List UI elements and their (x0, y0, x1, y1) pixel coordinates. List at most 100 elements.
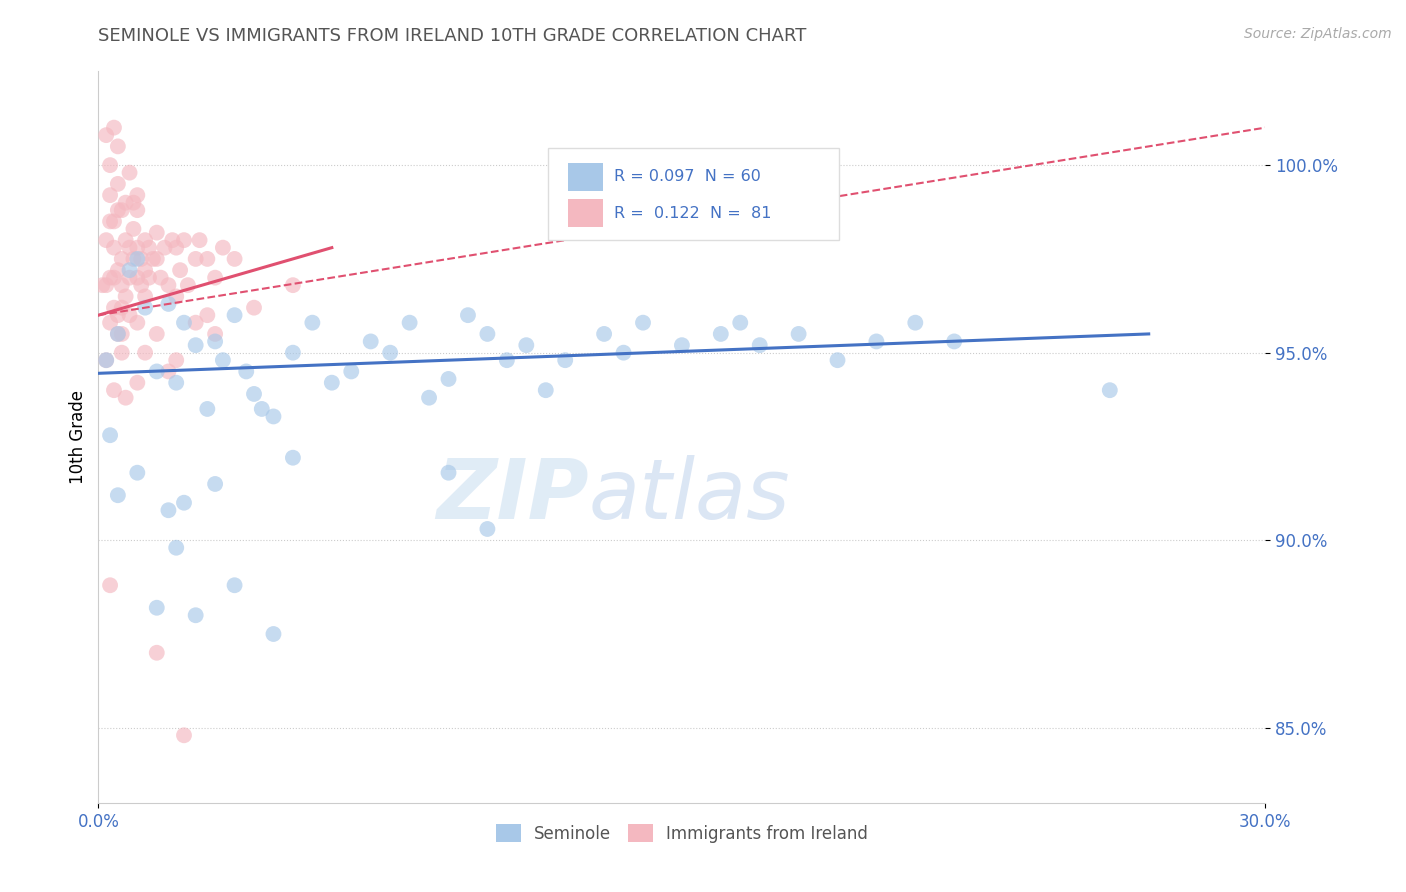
Point (98, 578, 121, 592)
Point (114, 195, 136, 210)
Text: R = 0.097  N = 60: R = 0.097 N = 60 (614, 169, 761, 184)
Point (127, 466, 149, 480)
Point (118, 270, 141, 285)
Point (301, 316, 323, 330)
Point (129, 252, 152, 266)
Point (534, 383, 557, 397)
Point (98, 188, 121, 202)
Point (710, 326, 733, 341)
Point (111, 345, 134, 359)
Point (515, 338, 537, 352)
Point (114, 391, 136, 405)
Point (195, 252, 218, 266)
Point (103, 241, 125, 255)
Point (142, 252, 165, 266)
FancyBboxPatch shape (568, 163, 603, 191)
Point (134, 345, 156, 359)
Point (114, 289, 136, 303)
Point (281, 278, 304, 293)
Point (184, 338, 207, 352)
Point (146, 364, 169, 378)
Point (103, 214, 125, 228)
Point (134, 289, 156, 303)
Point (184, 316, 207, 330)
Point (96, 233, 118, 247)
Point (118, 263, 141, 277)
Point (107, 177, 129, 191)
Point (146, 226, 169, 240)
Point (122, 195, 145, 210)
Point (169, 263, 191, 277)
Point (165, 241, 187, 255)
Point (165, 376, 187, 390)
Point (127, 316, 149, 330)
Point (173, 316, 195, 330)
Point (127, 270, 149, 285)
Legend: Seminole, Immigrants from Ireland: Seminole, Immigrants from Ireland (489, 818, 875, 849)
Point (593, 326, 616, 341)
Point (118, 308, 141, 322)
Point (195, 308, 218, 322)
Point (184, 608, 207, 623)
Point (103, 120, 125, 135)
Point (437, 372, 460, 386)
Point (98, 428, 121, 442)
Point (748, 338, 770, 352)
Point (943, 334, 966, 349)
Point (281, 450, 304, 465)
Point (165, 353, 187, 368)
Point (157, 297, 180, 311)
Point (107, 139, 129, 153)
Point (204, 477, 226, 491)
Point (173, 233, 195, 247)
Point (212, 353, 235, 368)
Point (380, 345, 402, 359)
Point (1098, 383, 1121, 397)
Point (127, 252, 149, 266)
Point (173, 496, 195, 510)
Point (224, 578, 246, 592)
Point (631, 316, 654, 330)
Point (146, 646, 169, 660)
Point (98, 158, 121, 172)
Point (107, 263, 129, 277)
Point (204, 326, 226, 341)
Point (107, 326, 129, 341)
Point (96, 128, 118, 142)
Point (457, 308, 479, 322)
Point (184, 252, 207, 266)
Point (134, 301, 156, 315)
Point (165, 289, 187, 303)
Point (91, 278, 114, 293)
Point (162, 233, 184, 247)
Point (730, 316, 752, 330)
Point (243, 387, 266, 401)
Point (321, 376, 343, 390)
Point (98, 270, 121, 285)
Point (554, 353, 576, 368)
Point (111, 326, 134, 341)
Point (103, 270, 125, 285)
Point (138, 270, 160, 285)
Point (103, 383, 125, 397)
Point (146, 326, 169, 341)
Point (195, 401, 218, 416)
Point (118, 241, 141, 255)
Point (111, 278, 134, 293)
Point (96, 353, 118, 368)
Point (243, 301, 266, 315)
Point (671, 338, 693, 352)
Point (153, 241, 176, 255)
Point (118, 166, 141, 180)
Point (177, 278, 200, 293)
Point (204, 270, 226, 285)
Point (149, 270, 172, 285)
Point (138, 241, 160, 255)
Point (904, 316, 927, 330)
Point (165, 541, 187, 555)
Point (146, 600, 169, 615)
Point (212, 241, 235, 255)
Point (107, 488, 129, 502)
Point (262, 627, 284, 641)
Point (134, 233, 156, 247)
